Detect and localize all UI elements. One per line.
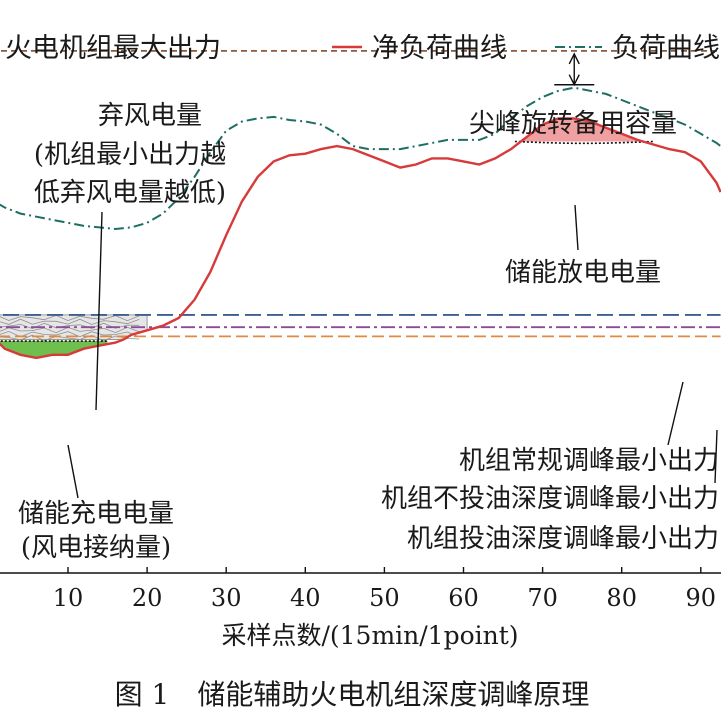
conventional-min-pointer <box>667 381 684 446</box>
discharge-pointer <box>574 204 579 251</box>
reference-lines <box>0 50 721 338</box>
charge-label-1: 储能充电电量 <box>18 499 174 529</box>
curtailment-hatch <box>0 318 140 325</box>
load-curve <box>0 86 721 231</box>
curtail-note-1: (机组最小出力越 <box>34 140 226 170</box>
net-load-curve <box>0 117 721 360</box>
x-tick-label-10: 10 <box>53 584 84 612</box>
no-oil-min-label: 机组不投油深度调峰最小出力 <box>381 484 719 514</box>
curtailment-hatch <box>0 334 140 342</box>
peak-reserve-arrowhead-up <box>568 52 580 65</box>
charge-area <box>0 341 108 358</box>
curtailment-hatch <box>0 330 140 338</box>
x-tick-label-80: 80 <box>606 584 637 612</box>
curtailment-hatch <box>0 326 140 334</box>
curtail-pointer <box>95 211 103 411</box>
conventional-min-label: 机组常规调峰最小出力 <box>459 446 719 476</box>
charge-label-2: (风电接纳量) <box>21 533 171 563</box>
legend-net-load: 净负荷曲线 <box>372 33 507 64</box>
x-tick-label-70: 70 <box>527 584 558 612</box>
x-tick-label-30: 30 <box>211 584 242 612</box>
curtailment-hatch <box>0 314 140 322</box>
x-tick-label-60: 60 <box>448 584 479 612</box>
oil-min-label: 机组投油深度调峰最小出力 <box>407 524 719 554</box>
x-tick-label-40: 40 <box>290 584 321 612</box>
charge-pointer <box>67 444 79 499</box>
discharge-area <box>514 118 654 142</box>
discharge-label: 储能放电电量 <box>505 258 661 288</box>
legend-max-output: 火电机组最大出力 <box>5 33 221 64</box>
x-axis-label: 采样点数/(15min/1point) <box>221 621 518 650</box>
legend-load: 负荷曲线 <box>612 33 720 64</box>
x-tick-label-50: 50 <box>369 584 400 612</box>
annotation-lines <box>67 52 718 499</box>
axes: 10 20 30 40 50 60 70 80 90 <box>0 567 721 612</box>
x-tick-label-90: 90 <box>686 584 717 612</box>
peak-reserve-label: 尖峰旋转备用容量 <box>469 109 677 139</box>
curtail-note-2: 低弃风电量越低) <box>34 178 226 208</box>
curtail-title: 弃风电量 <box>98 101 202 131</box>
figure-caption: 图 1 储能辅助火电机组深度调峰原理 <box>115 678 590 711</box>
discharge-dotted-line <box>514 140 654 145</box>
x-tick-label-20: 20 <box>132 584 163 612</box>
series-lines <box>0 86 721 360</box>
no-oil-min-pointer <box>714 429 718 484</box>
